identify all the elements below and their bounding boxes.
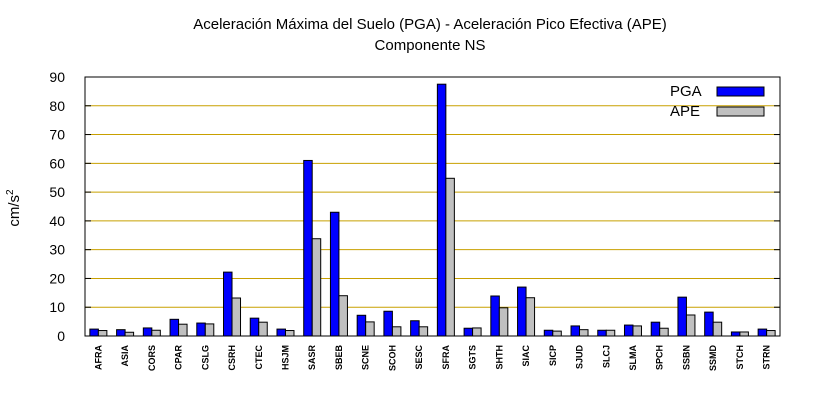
- bar-pga-ssbn: [677, 296, 687, 337]
- x-tick-label: CORS: [147, 345, 157, 371]
- bar-ape-sfra: [445, 177, 455, 337]
- x-tick-label: SBEB: [334, 345, 344, 371]
- bar-pga-cpar: [169, 318, 180, 337]
- bar-ape-siac: [525, 297, 536, 337]
- bar-ape-ssmd: [712, 321, 723, 337]
- bar-pga-cslg: [196, 322, 206, 337]
- x-tick-label: SASR: [307, 345, 317, 371]
- y-axis-label: cm/s2: [5, 189, 23, 227]
- bar-ape-slma: [632, 325, 642, 337]
- bar-pga-sasr: [303, 159, 313, 337]
- x-tick-label: CTEC: [254, 345, 264, 370]
- bar-pga-csrh: [223, 271, 233, 337]
- bar-ape-sjud: [579, 329, 589, 337]
- bar-pga-slcj: [597, 329, 607, 337]
- bar-ape-cors: [151, 329, 161, 337]
- x-tick-label: SESC: [414, 345, 424, 370]
- y-tick-label: 30: [49, 242, 65, 258]
- bar-pga-ssmd: [704, 311, 714, 337]
- x-tick-label: STCH: [735, 345, 745, 370]
- chart-title: Aceleración Máxima del Suelo (PGA) - Ace…: [193, 16, 667, 33]
- x-tick-label: CSRH: [227, 345, 237, 371]
- x-tick-label: SCOH: [387, 345, 397, 371]
- bar-ape-scoh: [391, 326, 402, 337]
- bar-ape-spch: [659, 327, 669, 337]
- x-tick-label: SSBN: [681, 345, 691, 370]
- bar-pga-stch: [730, 331, 741, 337]
- x-tick-label: SLCJ: [601, 345, 611, 368]
- x-tick-label: SFRA: [441, 345, 451, 370]
- x-tick-label: SPCH: [655, 345, 665, 370]
- bar-pga-asia: [116, 329, 126, 337]
- bar-pga-strn: [757, 328, 768, 337]
- bar-ape-hsjm: [284, 330, 295, 337]
- x-tick-label: HSJM: [280, 345, 290, 370]
- bar-pga-ctec: [249, 317, 260, 337]
- bar-ape-stch: [739, 331, 749, 337]
- bar-ape-sgts: [472, 327, 482, 337]
- bar-pga-hsjm: [276, 328, 286, 337]
- x-tick-label: SGTS: [468, 345, 478, 370]
- bar-pga-scne: [356, 314, 367, 337]
- x-tick-label: SSMD: [708, 345, 718, 372]
- bar-pga-slma: [623, 324, 634, 337]
- bar-pga-sjud: [570, 325, 581, 337]
- bar-pga-cors: [142, 327, 153, 337]
- y-tick-label: 70: [49, 127, 65, 143]
- y-tick-label: 90: [49, 69, 65, 85]
- bar-ape-csrh: [231, 297, 242, 337]
- y-tick-label: 40: [49, 213, 65, 229]
- x-tick-label: SHTH: [494, 345, 504, 370]
- x-tick-label: SCNE: [361, 345, 371, 370]
- bar-ape-afra: [97, 330, 108, 337]
- y-axis-label-sup: 2: [5, 189, 16, 195]
- bar-ape-ssbn: [685, 314, 696, 337]
- x-tick-label: ASIA: [120, 345, 130, 367]
- x-tick-label: SIAC: [521, 345, 531, 367]
- y-tick-label: 20: [49, 270, 65, 286]
- bar-ape-sasr: [311, 238, 322, 337]
- x-tick-label: CPAR: [174, 345, 184, 370]
- plot-frame: [84, 76, 781, 337]
- bar-pga-sicp: [543, 329, 554, 337]
- chart-subtitle: Componente NS: [374, 37, 486, 54]
- bar-ape-shth: [498, 307, 509, 337]
- legend-swatch-pga: [716, 86, 765, 97]
- x-tick-label: AFRA: [93, 345, 103, 370]
- bar-ape-sicp: [552, 330, 562, 337]
- bar-ape-scne: [365, 321, 375, 337]
- bar-pga-sbeb: [329, 211, 340, 337]
- bar-pga-sfra: [436, 83, 447, 337]
- bar-ape-ctec: [258, 321, 268, 337]
- bar-ape-asia: [124, 331, 135, 337]
- y-tick-label: 10: [49, 299, 65, 315]
- bar-ape-cpar: [178, 323, 188, 337]
- bar-ape-sesc: [418, 326, 429, 337]
- bar-pga-shth: [490, 295, 500, 337]
- bar-ape-sbeb: [338, 295, 348, 337]
- bar-pga-sgts: [463, 327, 474, 337]
- bar-ape-strn: [766, 330, 776, 337]
- bar-pga-sesc: [410, 320, 420, 337]
- bar-ape-slcj: [605, 329, 616, 337]
- y-tick-label: 80: [49, 98, 65, 114]
- y-tick-label: 60: [49, 155, 65, 171]
- x-tick-label: CSLG: [200, 345, 210, 370]
- bar-ape-cslg: [204, 323, 215, 337]
- y-tick-label: 0: [57, 328, 65, 344]
- legend-swatch-ape: [716, 106, 765, 117]
- bar-pga-spch: [650, 321, 661, 337]
- x-tick-label: STRN: [762, 345, 772, 370]
- bar-pga-afra: [89, 328, 99, 337]
- bar-pga-siac: [517, 286, 527, 337]
- x-tick-label: SICP: [548, 345, 558, 366]
- y-axis-label-base: cm/s: [6, 195, 23, 227]
- x-tick-label: SLMA: [628, 345, 638, 371]
- y-tick-label: 50: [49, 184, 65, 200]
- legend-label-ape: APE: [670, 103, 700, 120]
- x-tick-label: SJUD: [575, 345, 585, 370]
- legend-label-pga: PGA: [670, 83, 702, 100]
- bar-pga-scoh: [383, 310, 393, 337]
